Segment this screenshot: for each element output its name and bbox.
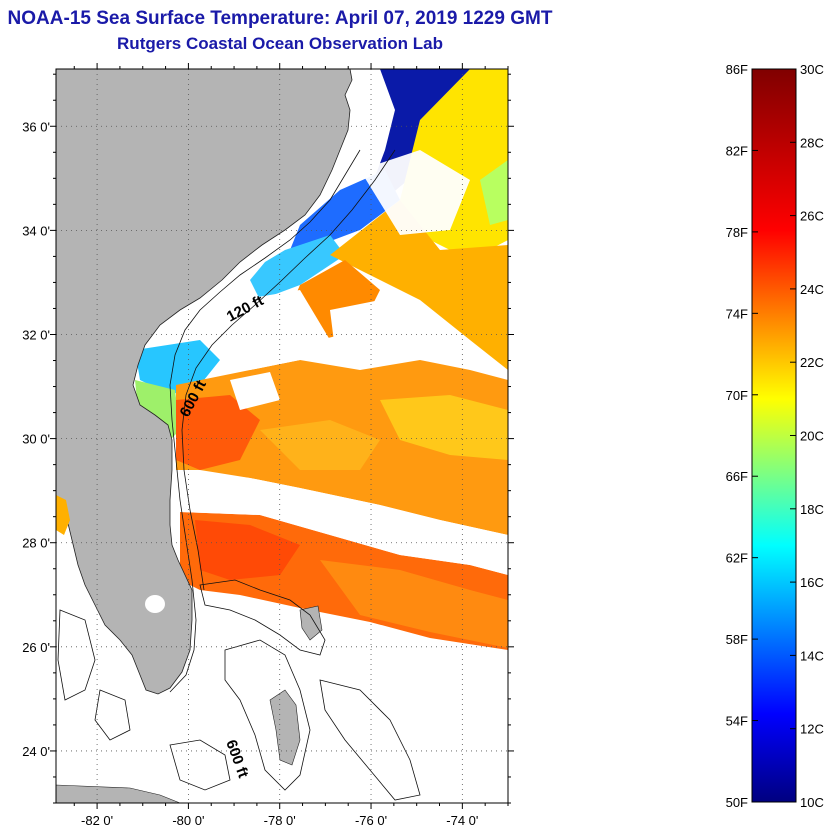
lat-tick-label: 24 0' <box>22 744 50 759</box>
colorbar-c-label: 28C <box>800 135 824 150</box>
colorbar-c-label: 18C <box>800 502 824 517</box>
colorbar-c-label: 26C <box>800 209 824 224</box>
lon-tick-label: -80 0' <box>172 813 204 828</box>
map-axes: 24 0' 26 0' 28 0' 30 0' 32 0' 34 0' 36 0' -82 0… <box>22 63 514 828</box>
colorbar-scale <box>751 68 797 803</box>
colorbar-f-label: 78F <box>726 225 748 240</box>
colorbar-f-label: 70F <box>726 388 748 403</box>
sst-swath <box>135 69 508 650</box>
graticule <box>56 69 508 803</box>
colorbar-f-label: 62F <box>726 551 748 566</box>
lat-tick-label: 36 0' <box>22 119 50 134</box>
bathymetry-contours <box>57 149 421 801</box>
colorbar-f-label: 50F <box>726 795 748 810</box>
map-border <box>55 68 509 804</box>
colorbar-f-label: 86F <box>726 62 748 77</box>
colorbar-c-label: 16C <box>800 575 824 590</box>
lat-tick-label: 32 0' <box>22 327 50 342</box>
colorbar-f-label: 66F <box>726 469 748 484</box>
lat-tick-label: 26 0' <box>22 640 50 655</box>
colorbar-c-label: 22C <box>800 355 824 370</box>
colorbar-c-label: 14C <box>800 648 824 663</box>
colorbar-f-label: 82F <box>726 143 748 158</box>
colorbar-c-label: 20C <box>800 429 824 444</box>
land-mass <box>56 69 353 803</box>
colorbar: 86F 82F 78F 74F 70F 66F 62F 58F 54F 50F 30C 28C 26C 2… <box>726 62 824 810</box>
colorbar-f-label: 58F <box>726 632 748 647</box>
lat-tick-label: 30 0' <box>22 432 50 447</box>
colorbar-c-label: 30C <box>800 62 824 77</box>
colorbar-f-label: 74F <box>726 306 748 321</box>
lon-tick-label: -82 0' <box>81 813 113 828</box>
map-title: NOAA-15 Sea Surface Temperature: April 0… <box>7 8 553 29</box>
colorbar-c-label: 10C <box>800 795 824 810</box>
colorbar-c-label: 12C <box>800 722 824 737</box>
lon-tick-label: -78 0' <box>264 813 296 828</box>
lon-tick-label: -74 0' <box>446 813 478 828</box>
colorbar-f-label: 54F <box>726 714 748 729</box>
lat-tick-label: 28 0' <box>22 536 50 551</box>
colorbar-c-label: 24C <box>800 282 824 297</box>
map-subtitle: Rutgers Coastal Ocean Observation Lab <box>117 34 443 53</box>
lat-tick-label: 34 0' <box>22 223 50 238</box>
lon-tick-label: -76 0' <box>355 813 387 828</box>
